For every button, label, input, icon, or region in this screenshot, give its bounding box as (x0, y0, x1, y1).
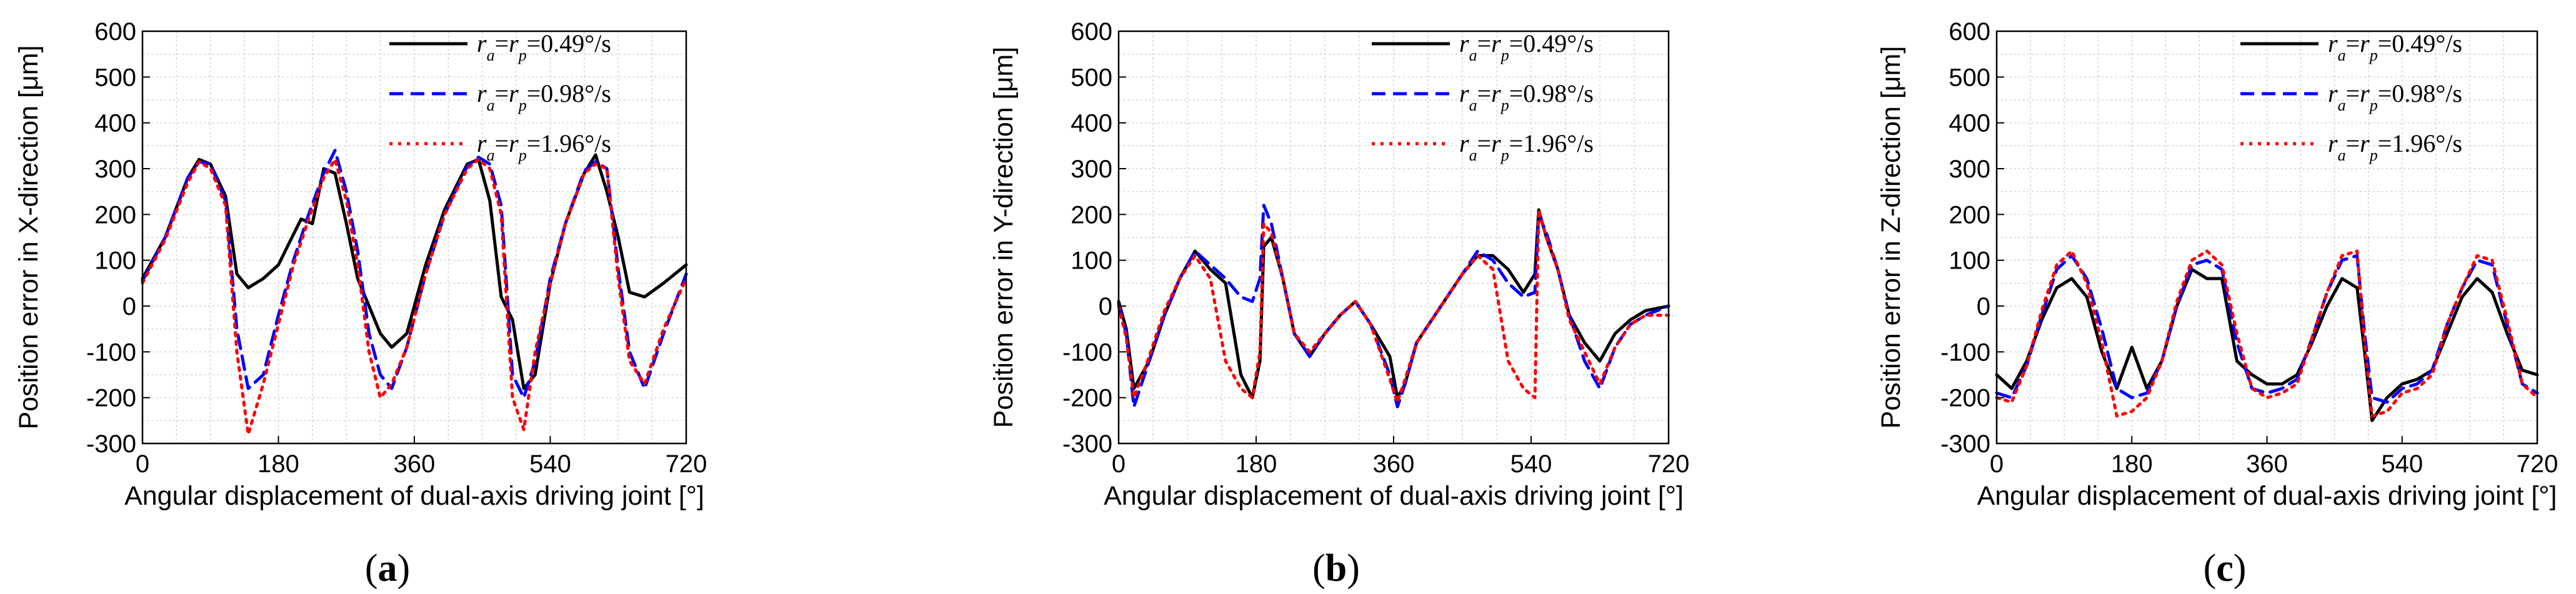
y-axis-label: Position error in X-direction [μm] (14, 45, 44, 429)
x-tick-label: 360 (394, 450, 436, 478)
y-tick-label: -100 (1940, 339, 1990, 366)
x-axis-label: Angular displacement of dual-axis drivin… (1104, 481, 1684, 511)
y-tick-label: 500 (1949, 64, 1990, 91)
y-tick-label: -200 (1940, 385, 1990, 412)
y-tick-label: -200 (1062, 385, 1112, 412)
x-tick-label: 180 (257, 450, 299, 478)
series-line-1 (1995, 267, 2539, 422)
x-tick-label: 0 (1990, 450, 2004, 478)
y-tick-label: 300 (1071, 156, 1112, 183)
y-tick-label: 300 (94, 156, 136, 183)
x-tick-label: 360 (1373, 450, 1415, 478)
legend-label-3: ra=rp=1.96°/s (2328, 129, 2462, 164)
x-axis-label: Angular displacement of dual-axis drivin… (1977, 481, 2557, 511)
y-tick-label: 0 (1099, 293, 1112, 320)
panel-caption: (a) (365, 547, 410, 590)
x-tick-label: 180 (1236, 450, 1277, 478)
y-tick-label: 200 (94, 201, 136, 229)
y-tick-label: 500 (94, 64, 136, 91)
legend-label-2: ra=rp=0.98°/s (1459, 79, 1594, 114)
y-tick-label: 400 (94, 110, 136, 137)
legend-label-1: ra=rp=0.49°/s (2328, 29, 2462, 64)
y-tick-label: 200 (1071, 201, 1112, 229)
legend-label-3: ra=rp=1.96°/s (1459, 129, 1594, 164)
chart-panel-a: -300 -200 -100 0 100 200 300 400 500 600 0 180 360 54… (14, 18, 707, 590)
legend-label-1: ra=rp=0.49°/s (477, 29, 611, 64)
panel-caption: (b) (1312, 547, 1360, 590)
y-tick-label: -300 (1940, 430, 1990, 458)
chart-panel-b: -300 -200 -100 0 100 200 300 400 500 600 0 180 360 54… (989, 18, 1689, 590)
chart-panel-c: -300 -200 -100 0 100 200 300 400 500 600 0 180 360 54… (1876, 18, 2558, 590)
y-tick-label: 500 (1071, 64, 1112, 91)
legend-label-2: ra=rp=0.98°/s (2328, 79, 2462, 114)
y-tick-label: 100 (1949, 247, 1990, 275)
legend-label-1: ra=rp=0.49°/s (1459, 29, 1594, 64)
y-tick-label: 100 (94, 247, 136, 275)
y-tick-label: -200 (86, 385, 136, 412)
y-tick-label: -100 (1062, 339, 1112, 366)
series-line-1 (141, 153, 688, 390)
x-tick-label: 720 (1648, 450, 1690, 478)
x-tick-label: 540 (529, 450, 571, 478)
series-line-3 (141, 157, 688, 436)
series-line-3 (1995, 249, 2539, 418)
y-tick-label: 200 (1949, 201, 1990, 229)
y-axis-label: Position error in Z-direction [μm] (1876, 46, 1906, 429)
y-tick-label: 600 (94, 18, 136, 46)
y-tick-label: -300 (86, 430, 136, 458)
y-tick-label: 400 (1949, 110, 1990, 137)
y-tick-label: -100 (86, 339, 136, 366)
y-tick-label: 0 (122, 293, 136, 320)
legend-label-2: ra=rp=0.98°/s (477, 79, 611, 114)
panel-caption: (c) (2204, 547, 2247, 590)
x-tick-label: 360 (2246, 450, 2288, 478)
x-tick-label: 720 (2517, 450, 2559, 478)
x-axis-label: Angular displacement of dual-axis drivin… (124, 481, 704, 511)
x-tick-label: 540 (2381, 450, 2423, 478)
legend-label-3: ra=rp=1.96°/s (477, 129, 611, 164)
y-tick-label: 300 (1949, 156, 1990, 183)
y-tick-label: 600 (1949, 18, 1990, 46)
y-tick-label: 600 (1071, 18, 1112, 46)
series-line-2 (1995, 254, 2539, 404)
x-tick-label: 180 (2111, 450, 2153, 478)
y-tick-label: -300 (1062, 430, 1112, 458)
x-tick-label: 0 (136, 450, 149, 478)
x-tick-label: 720 (666, 450, 707, 478)
y-tick-label: 0 (1977, 293, 1990, 320)
x-tick-label: 540 (1510, 450, 1552, 478)
y-tick-label: 100 (1071, 247, 1112, 275)
y-tick-label: 400 (1071, 110, 1112, 137)
y-axis-label: Position error in Y-direction [μm] (989, 47, 1019, 428)
x-tick-label: 0 (1112, 450, 1126, 478)
series-line-3 (1117, 208, 1670, 404)
